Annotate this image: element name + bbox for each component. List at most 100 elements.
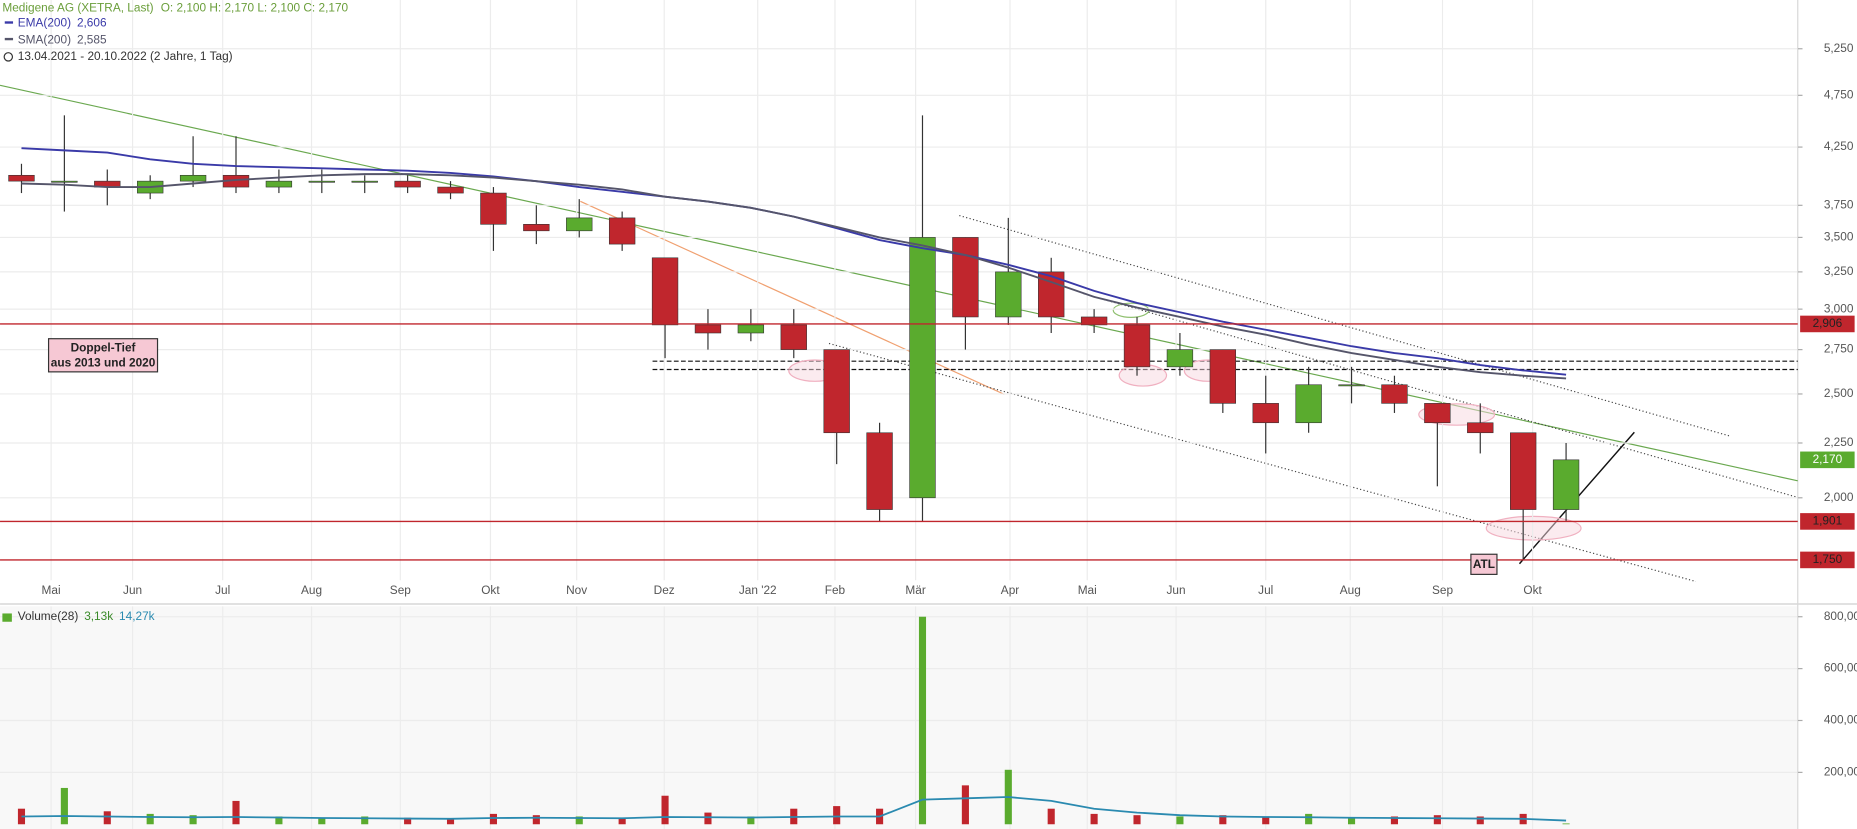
legend-value: 3,13k bbox=[84, 609, 113, 623]
candle-body bbox=[351, 180, 378, 183]
legend-label: Volume(28) bbox=[18, 609, 79, 623]
x-tick-label: Mär bbox=[905, 583, 925, 597]
legend-label: SMA(200) bbox=[18, 32, 71, 46]
volume-bar bbox=[189, 815, 197, 825]
x-tick-label: Jun bbox=[123, 583, 142, 597]
candle-body bbox=[1510, 432, 1537, 510]
x-tick-label: Aug bbox=[301, 583, 322, 597]
price-tag bbox=[1800, 315, 1855, 333]
indicator-line bbox=[21, 173, 1567, 380]
y-tick-label: 2,500 bbox=[1824, 386, 1854, 400]
candle-body bbox=[179, 174, 207, 182]
candle-body bbox=[995, 271, 1022, 318]
clock-icon bbox=[3, 52, 14, 62]
candle-body bbox=[1123, 324, 1151, 368]
candle-body bbox=[651, 257, 679, 326]
volume-average bbox=[21, 796, 1567, 822]
volume-bar bbox=[661, 795, 669, 825]
volume-bar bbox=[1176, 816, 1184, 825]
quote: O: 2,100 H: 2,170 L: 2,100 C: 2,170 bbox=[161, 0, 349, 14]
y-tick-label: 3,750 bbox=[1824, 197, 1854, 211]
volume-bar bbox=[1476, 816, 1484, 825]
volume-bar bbox=[575, 816, 583, 825]
candle-body bbox=[1424, 403, 1451, 424]
volume-bar bbox=[1390, 816, 1399, 825]
volume-panel bbox=[0, 606, 1798, 829]
annotation-box bbox=[47, 338, 159, 373]
legend-entry: EMA(200) 2,606 bbox=[18, 16, 107, 30]
volume-bar bbox=[1305, 813, 1313, 825]
candle-body bbox=[737, 324, 765, 334]
x-tick-label: Nov bbox=[566, 583, 587, 597]
title: Medigene AG (XETRA, Last) bbox=[2, 0, 153, 14]
candle-body bbox=[1166, 349, 1194, 368]
y-tick-label: 800,00k bbox=[1824, 609, 1857, 623]
y-tick-label: 3,500 bbox=[1824, 230, 1854, 244]
legend-entry: SMA(200) 2,585 bbox=[18, 32, 107, 46]
x-tick-label: Jan '22 bbox=[739, 583, 777, 597]
price-tag-label: 2,906 bbox=[1813, 316, 1843, 330]
x-tick-label: Okt bbox=[481, 583, 500, 597]
candle-body bbox=[523, 224, 550, 232]
candle-body bbox=[780, 324, 807, 350]
y-tick-label: 400,00k bbox=[1824, 713, 1857, 727]
annotation-box bbox=[1470, 553, 1498, 575]
legend-value: 2,606 bbox=[77, 16, 107, 30]
candle-body bbox=[952, 237, 979, 318]
candle-body bbox=[308, 180, 335, 183]
x-tick-label: Sep bbox=[1432, 583, 1453, 597]
y-tick-label: 2,750 bbox=[1824, 342, 1854, 356]
volume-legend: Volume(28) 3,13k 14,27k bbox=[18, 609, 155, 623]
volume-bar bbox=[446, 819, 455, 825]
highlight bbox=[1485, 515, 1582, 541]
x-tick-label: Jul bbox=[1258, 583, 1273, 597]
x-tick-label: Apr bbox=[1001, 583, 1019, 597]
trendline bbox=[0, 84, 1798, 482]
volume-bar bbox=[60, 787, 68, 825]
candle-body bbox=[1252, 403, 1279, 424]
y-tick-label: 4,250 bbox=[1824, 139, 1854, 153]
volume-bar bbox=[1133, 815, 1141, 825]
volume-bar bbox=[1433, 815, 1441, 825]
y-tick-label: 2,250 bbox=[1824, 435, 1854, 449]
candle-body bbox=[866, 432, 893, 510]
x-tick-label: Jul bbox=[215, 583, 230, 597]
volume-bar bbox=[103, 811, 111, 825]
volume-bar bbox=[918, 616, 927, 825]
legend-swatch bbox=[4, 21, 14, 24]
volume-bar bbox=[618, 817, 626, 825]
x-tick-label: Sep bbox=[390, 583, 411, 597]
x-tick-label: Feb bbox=[825, 583, 846, 597]
volume-bar bbox=[704, 812, 712, 825]
price-tag-label: 1,901 bbox=[1813, 514, 1843, 528]
candle-body bbox=[8, 174, 35, 182]
legend-value: 2,585 bbox=[77, 32, 107, 46]
legend-value: 14,27k bbox=[119, 609, 155, 623]
y-tick-label: 200,00k bbox=[1824, 765, 1857, 779]
legend-swatch bbox=[4, 37, 14, 41]
volume-bar bbox=[146, 813, 154, 825]
highlight bbox=[1118, 364, 1168, 387]
volume-bar bbox=[747, 816, 755, 825]
candle-body bbox=[1381, 384, 1408, 404]
volume-bar bbox=[961, 785, 969, 825]
trendline bbox=[1083, 293, 1798, 498]
legend-label: EMA(200) bbox=[18, 16, 71, 30]
volume-bar bbox=[404, 817, 412, 825]
volume-bar bbox=[318, 817, 326, 825]
volume-bar bbox=[1219, 815, 1227, 825]
volume-bar bbox=[361, 816, 369, 825]
candle-body bbox=[694, 324, 722, 334]
volume-bar bbox=[232, 800, 240, 825]
candle-body bbox=[1338, 384, 1365, 387]
volume-bar bbox=[1262, 816, 1270, 825]
y-tick-label: 600,00k bbox=[1824, 661, 1857, 675]
candle-body bbox=[437, 186, 464, 194]
volume-bar bbox=[1047, 808, 1055, 825]
candle-body bbox=[608, 217, 636, 245]
candle-body bbox=[1295, 384, 1322, 424]
volume-bar bbox=[1562, 823, 1570, 825]
last-price-tag bbox=[1800, 451, 1855, 469]
